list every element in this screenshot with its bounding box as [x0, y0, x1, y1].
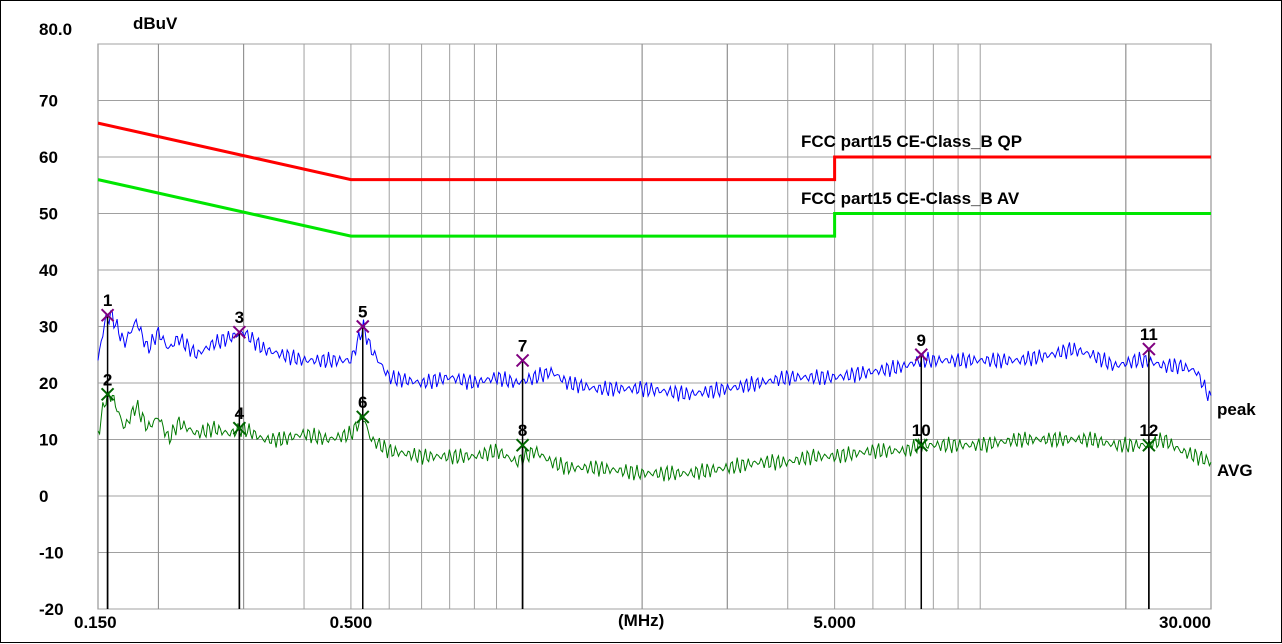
marker-label: 3 — [235, 308, 244, 327]
qp-limit-line — [97, 121, 1211, 182]
y-axis-unit-label: dBuV — [133, 14, 178, 33]
marker-label: 9 — [917, 331, 926, 350]
marker-x — [100, 387, 115, 402]
marker-x — [515, 438, 530, 452]
avg-trace-label: AVG — [1217, 461, 1253, 480]
marker-label: 6 — [358, 393, 367, 412]
x-tick-label: 0.500 — [330, 613, 373, 632]
peak-trace-label: peak — [1217, 400, 1256, 419]
marker-x — [515, 353, 530, 368]
y-tick-label: 0 — [39, 487, 48, 506]
y-tick-label: 10 — [39, 431, 58, 450]
marker-x — [356, 410, 370, 424]
av-limit-line — [97, 178, 1211, 238]
x-tick-label: 0.150 — [74, 613, 117, 632]
y-tick-label: 40 — [39, 261, 58, 280]
marker-label: 1 — [103, 291, 112, 310]
x-axis-unit-label: (MHz) — [618, 611, 664, 630]
avg-trace — [97, 389, 1212, 482]
y-tick-label: -20 — [39, 600, 64, 619]
marker-label: 10 — [912, 421, 931, 440]
marker-label: 11 — [1140, 325, 1158, 344]
marker-label: 4 — [235, 404, 245, 423]
marker-x — [1142, 438, 1156, 452]
marker-x — [914, 348, 928, 362]
marker-label: 7 — [518, 336, 527, 355]
y-tick-label: 60 — [39, 148, 58, 167]
marker-label: 12 — [1139, 421, 1158, 440]
marker-x — [1142, 342, 1156, 356]
y-tick-label: -10 — [39, 544, 64, 563]
measurement-traces — [97, 310, 1212, 482]
y-tick-label: 80.0 — [39, 20, 72, 39]
grid — [97, 43, 1212, 610]
av-limit-label: FCC part15 CE-Class_B AV — [801, 189, 1020, 208]
y-tick-label: 20 — [39, 374, 58, 393]
marker-x — [356, 319, 370, 334]
qp-limit-label: FCC part15 CE-Class_B QP — [801, 132, 1022, 151]
chart-labels: dBuV (MHz) FCC part15 CE-Class_B QP FCC … — [39, 14, 1256, 632]
marker-x — [232, 325, 247, 339]
marker-x — [914, 438, 928, 452]
y-tick-label: 70 — [39, 92, 58, 111]
x-tick-label: 30.000 — [1159, 613, 1211, 632]
limit-lines — [97, 121, 1211, 238]
y-tick-label: 30 — [39, 318, 58, 337]
marker-x — [100, 308, 115, 322]
marker-label: 5 — [358, 303, 367, 322]
marker-label: 8 — [518, 421, 527, 440]
y-tick-label: 50 — [39, 205, 58, 224]
x-tick-label: 5.000 — [813, 613, 856, 632]
peak-trace — [97, 310, 1212, 402]
marker-label: 2 — [103, 370, 112, 389]
marker-x — [232, 421, 247, 435]
